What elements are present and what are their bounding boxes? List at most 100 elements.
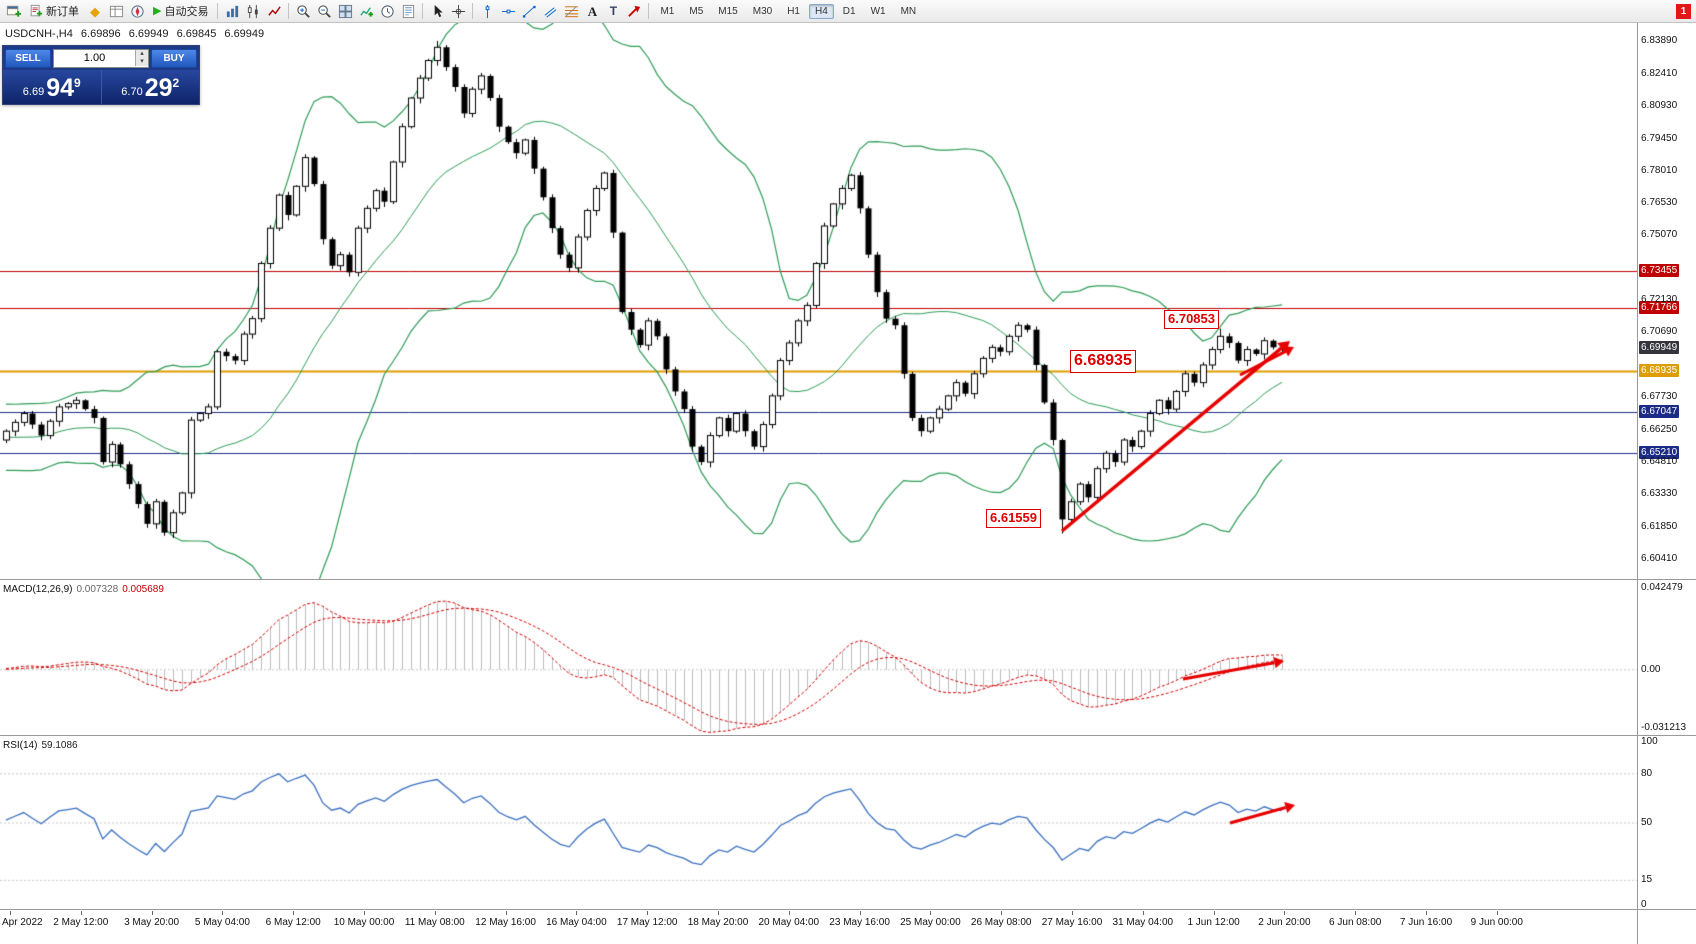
time-tick-mark (434, 911, 436, 915)
zoom-out-icon[interactable] (314, 2, 334, 20)
time-tick-mark (788, 911, 790, 915)
timeframe-mn[interactable]: MN (900, 5, 917, 17)
price-tick: 6.64810 (1641, 455, 1678, 467)
tile-windows-icon[interactable] (335, 2, 355, 20)
equidistant-channel-icon[interactable] (540, 2, 560, 20)
timeframe-m5[interactable]: M5 (689, 5, 704, 17)
time-tick-label: 25 May 00:00 (900, 917, 961, 928)
time-tick-mark (222, 911, 224, 915)
bar-chart-icon[interactable] (222, 2, 242, 20)
open-value: 6.69896 (80, 28, 121, 40)
time-tick-label: 20 May 04:00 (758, 917, 820, 928)
price-tick: 6.61850 (1641, 521, 1678, 533)
new-order-button[interactable]: 新订单 (24, 2, 84, 20)
price-tick: 6.67730 (1641, 391, 1678, 403)
fibonacci-icon[interactable] (561, 2, 581, 20)
chart-workspace: USDCNH-,H4 6.69896 6.69949 6.69845 6.699… (0, 23, 1696, 944)
time-tick-label: 6 May 12:00 (265, 917, 321, 928)
timeframe-d1[interactable]: D1 (842, 5, 856, 17)
play-icon: ▶ (153, 4, 162, 17)
macd-panel-canvas[interactable] (0, 581, 1637, 735)
time-tick-label: 17 May 12:00 (616, 917, 678, 928)
volume-input[interactable]: 1.00 ▴ ▾ (53, 48, 149, 68)
candlestick-chart-icon[interactable] (243, 2, 263, 20)
time-tick-mark (505, 911, 507, 915)
spinner-up-icon[interactable]: ▴ (136, 50, 148, 58)
timeframe-h4[interactable]: H4 (808, 3, 834, 19)
toolbar-separator (217, 3, 219, 19)
time-tick-mark (1001, 911, 1003, 915)
high-value: 6.69949 (128, 28, 169, 40)
time-tick-mark (1426, 911, 1427, 915)
rsi-axis-50: 50 (1641, 817, 1653, 828)
time-tick-label: 10 May 00:00 (333, 917, 395, 928)
time-tick-label: 2 Jun 20:00 (1258, 917, 1311, 928)
time-tick-mark (1142, 911, 1144, 915)
periods-icon[interactable] (377, 2, 397, 20)
new-order-label: 新订单 (46, 6, 79, 18)
price-annotation[interactable]: 6.68935 (1070, 350, 1136, 373)
notification-badge[interactable]: 1 (1676, 3, 1691, 19)
indicators-icon[interactable] (356, 2, 376, 20)
templates-icon[interactable] (398, 2, 418, 20)
macd-axis-zero: 0.00 (1641, 663, 1661, 675)
navigator-icon[interactable] (127, 2, 147, 20)
price-tick: 6.60410 (1641, 552, 1678, 564)
one-click-top-row: SELL 1.00 ▴ ▾ BUY (3, 46, 199, 68)
rsi-panel-canvas[interactable] (0, 737, 1637, 909)
buy-price[interactable]: 6.70 29 2 (102, 70, 200, 104)
price-axis[interactable]: 6.73455 6.71766 6.68935 6.67047 6.65210 … (1637, 23, 1696, 944)
sell-price-big: 94 (46, 74, 75, 103)
rsi-label: RSI(14) 59.1086 (3, 740, 78, 751)
panel-divider[interactable] (0, 735, 1696, 736)
autotrading-button[interactable]: ▶ 自动交易 (148, 2, 213, 20)
horizontal-line-icon[interactable] (498, 2, 518, 20)
sell-price[interactable]: 6.69 94 9 (3, 70, 101, 104)
zoom-in-icon[interactable] (293, 2, 313, 20)
price-tick: 6.70690 (1641, 326, 1678, 338)
time-tick-mark (364, 911, 365, 915)
time-tick-mark (151, 911, 153, 915)
sell-button[interactable]: SELL (5, 48, 51, 68)
buy-price-small: 6.70 (121, 86, 143, 98)
buy-button[interactable]: BUY (151, 48, 197, 68)
new-chart-icon[interactable] (3, 2, 23, 20)
time-tick-mark (647, 911, 649, 915)
arrows-icon[interactable] (624, 2, 644, 20)
timeframe-h1[interactable]: H1 (787, 5, 800, 17)
current-price-label: 6.69949 (1639, 341, 1680, 355)
autotrading-label: 自动交易 (164, 6, 209, 18)
macd-axis-max: 0.042479 (1641, 582, 1683, 593)
time-tick-label: 6 Jun 08:00 (1329, 917, 1382, 928)
market-watch-icon[interactable]: ◆ (90, 3, 100, 19)
time-tick-mark (1213, 911, 1215, 915)
timeframe-m1[interactable]: M1 (660, 5, 675, 17)
price-tick: 6.75070 (1641, 229, 1678, 241)
macd-axis-min: -0.031213 (1641, 722, 1687, 733)
cursor-icon[interactable] (427, 2, 447, 20)
volume-spinner[interactable]: ▴ ▾ (135, 50, 148, 66)
panel-divider[interactable] (0, 579, 1696, 580)
price-annotation[interactable]: 6.61559 (986, 509, 1041, 528)
spinner-down-icon[interactable]: ▾ (136, 58, 148, 66)
timeframe-w1[interactable]: W1 (870, 5, 886, 17)
price-chart-canvas[interactable] (0, 23, 1637, 579)
vertical-line-icon[interactable] (477, 2, 497, 20)
time-axis[interactable]: Apr 2022 2 May 12:00 3 May 20:00 5 May 04:0… (0, 911, 1637, 944)
macd-name: MACD(12,26,9) (3, 584, 73, 595)
time-tick-mark (293, 911, 295, 915)
timeframe-m15[interactable]: M15 (718, 5, 738, 17)
text-label-icon[interactable]: T (609, 4, 618, 18)
time-tick-mark (1355, 911, 1357, 915)
line-chart-icon[interactable] (264, 2, 284, 20)
trendline-icon[interactable] (519, 2, 539, 20)
level-label: 6.68935 (1639, 363, 1680, 377)
text-icon[interactable]: A (587, 3, 598, 19)
timeframe-m30[interactable]: M30 (752, 5, 773, 17)
time-tick-label: 31 May 04:00 (1112, 917, 1174, 928)
data-window-icon[interactable] (106, 2, 126, 20)
price-annotation[interactable]: 6.70853 (1164, 310, 1219, 329)
time-tick-mark (718, 911, 719, 915)
crosshair-icon[interactable] (448, 2, 468, 20)
